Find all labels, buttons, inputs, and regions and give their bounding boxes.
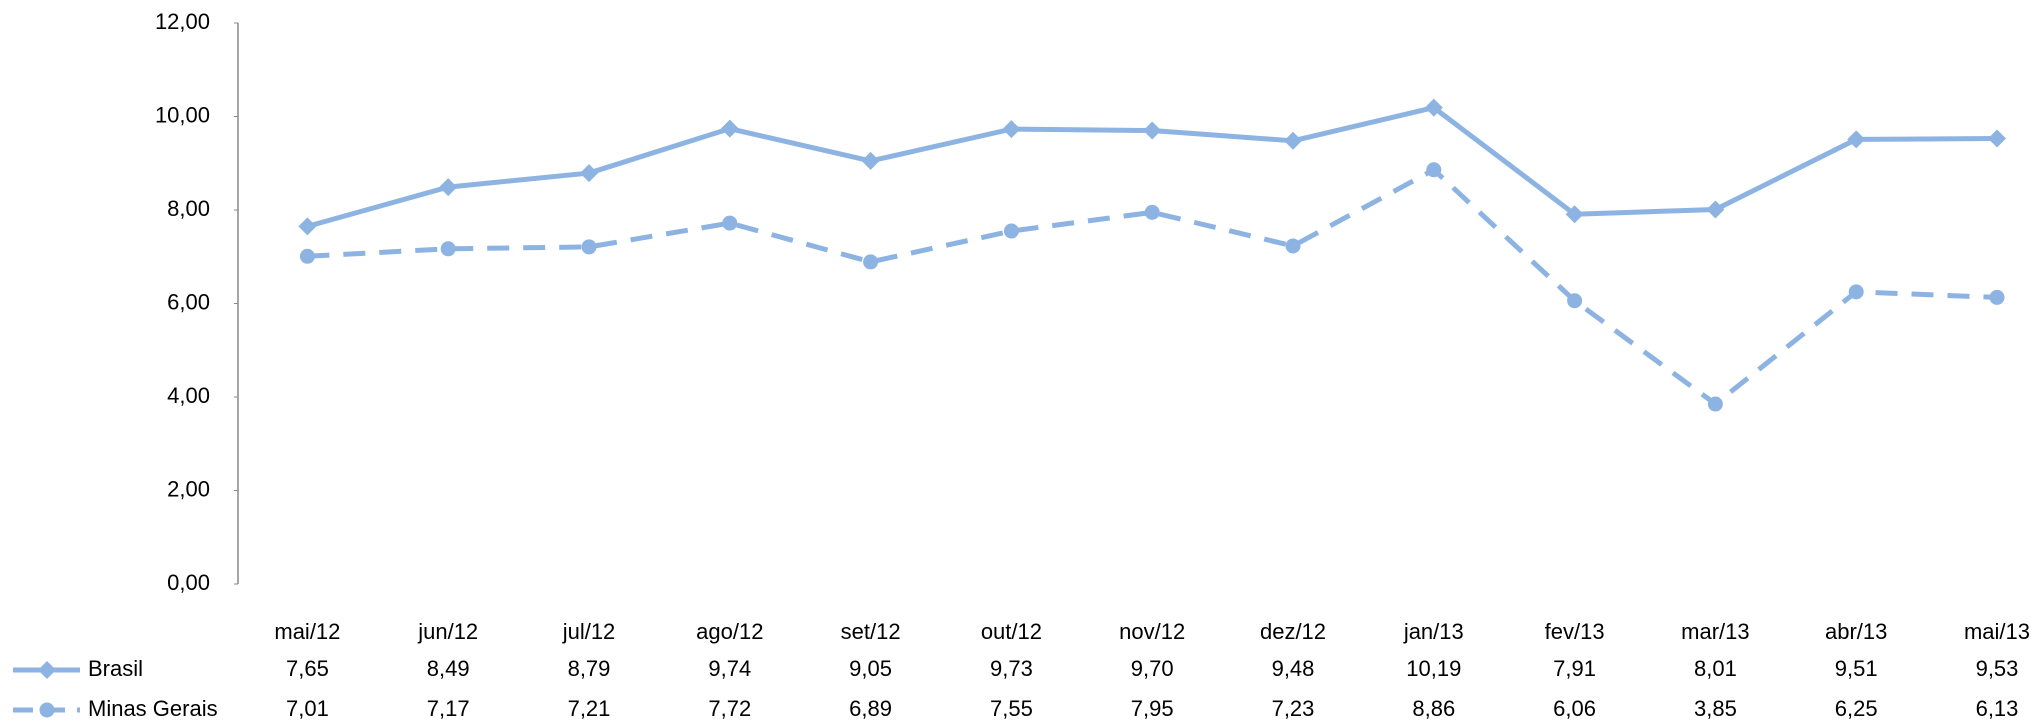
y-tick-label: 8,00 — [167, 196, 210, 221]
point — [1988, 129, 2006, 148]
point — [1284, 131, 1302, 150]
point — [1707, 396, 1723, 412]
table-value: 8,01 — [1694, 656, 1737, 681]
point — [1002, 120, 1021, 139]
point — [1847, 130, 1866, 149]
y-tick-label: 10,00 — [155, 102, 210, 127]
table-value: 7,21 — [568, 696, 611, 721]
table-value: 9,70 — [1131, 656, 1174, 681]
table-value: 7,17 — [427, 696, 470, 721]
y-tick-label: 2,00 — [167, 476, 210, 501]
x-tick-label: nov/12 — [1119, 619, 1185, 644]
table-value: 9,53 — [1976, 656, 2019, 681]
table-value: 9,51 — [1835, 656, 1878, 681]
point — [440, 241, 456, 257]
point — [861, 151, 880, 170]
table-value: 9,74 — [708, 656, 751, 681]
table-value: 7,65 — [286, 656, 329, 681]
table-value: 6,25 — [1835, 696, 1878, 721]
y-tick-label: 4,00 — [167, 383, 210, 408]
point — [1003, 223, 1019, 239]
point — [1143, 121, 1162, 140]
table-value: 7,55 — [990, 696, 1033, 721]
point — [1144, 204, 1160, 220]
x-tick-label: dez/12 — [1260, 619, 1326, 644]
x-tick-label: jul/12 — [562, 619, 616, 644]
point — [1565, 205, 1584, 224]
x-tick-label: abr/13 — [1825, 619, 1887, 644]
point — [1989, 289, 2005, 305]
point — [1848, 284, 1864, 300]
table-value: 8,79 — [568, 656, 611, 681]
point — [722, 215, 738, 231]
x-tick-label: ago/12 — [696, 619, 763, 644]
x-tick-label: mai/13 — [1964, 619, 2030, 644]
x-tick-label: mar/13 — [1681, 619, 1749, 644]
point — [1424, 98, 1443, 117]
table-value: 7,91 — [1553, 656, 1596, 681]
legend-label: Minas Gerais — [88, 696, 218, 721]
point — [439, 178, 458, 197]
table-value: 7,01 — [286, 696, 329, 721]
table-value: 8,86 — [1412, 696, 1455, 721]
point — [1285, 238, 1301, 254]
point — [581, 239, 597, 255]
table-value: 7,95 — [1131, 696, 1174, 721]
table-value: 8,49 — [427, 656, 470, 681]
point — [863, 254, 879, 270]
x-tick-label: jan/13 — [1403, 619, 1464, 644]
legend-label: Brasil — [88, 656, 143, 681]
table-value: 10,19 — [1406, 656, 1461, 681]
point — [39, 702, 55, 718]
table-value: 9,48 — [1272, 656, 1315, 681]
point — [580, 164, 598, 183]
point — [298, 217, 317, 236]
y-tick-label: 6,00 — [167, 289, 210, 314]
table-value: 6,89 — [849, 696, 892, 721]
table-value: 6,06 — [1553, 696, 1596, 721]
x-tick-label: jun/12 — [417, 619, 478, 644]
x-tick-label: mai/12 — [274, 619, 340, 644]
table-value: 3,85 — [1694, 696, 1737, 721]
point — [720, 119, 739, 138]
x-tick-label: out/12 — [981, 619, 1042, 644]
y-tick-label: 0,00 — [167, 570, 210, 595]
y-tick-label: 12,00 — [155, 9, 210, 34]
point — [1706, 200, 1725, 219]
point — [38, 661, 56, 679]
table-value: 9,73 — [990, 656, 1033, 681]
point — [1426, 162, 1442, 178]
table-value: 7,23 — [1272, 696, 1315, 721]
table-value: 6,13 — [1976, 696, 2019, 721]
point — [299, 248, 315, 264]
x-tick-label: fev/13 — [1545, 619, 1605, 644]
x-tick-label: set/12 — [841, 619, 901, 644]
table-value: 7,72 — [708, 696, 751, 721]
point — [1567, 293, 1583, 309]
table-value: 9,05 — [849, 656, 892, 681]
